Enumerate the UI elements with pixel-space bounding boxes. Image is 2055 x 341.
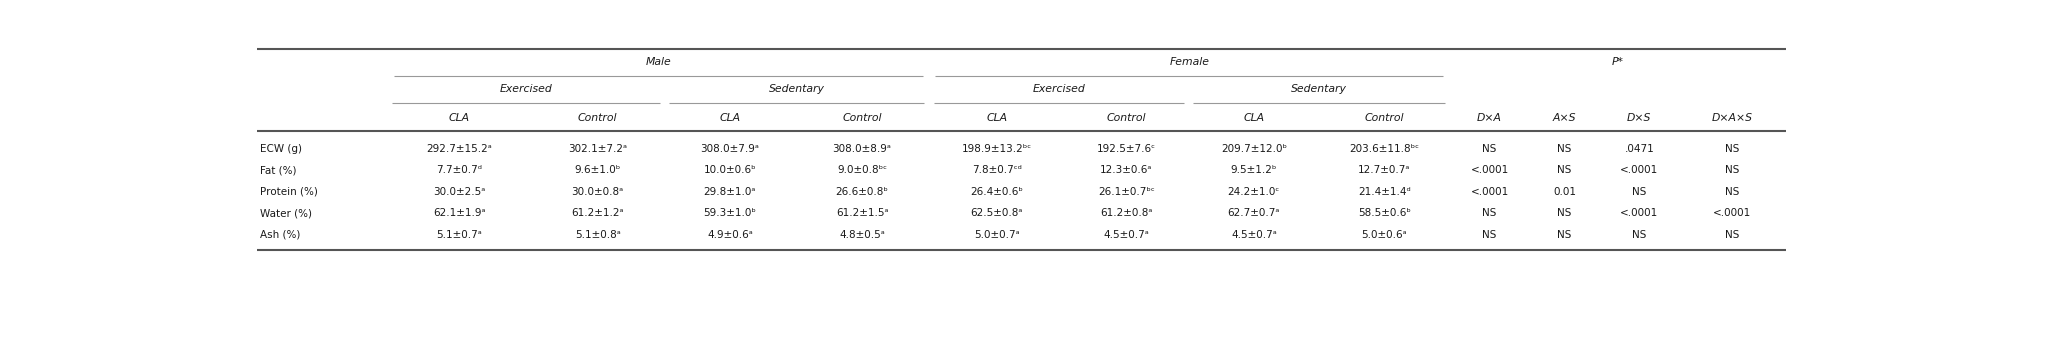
Text: 308.0±8.9ᵃ: 308.0±8.9ᵃ	[832, 144, 892, 154]
Text: 308.0±7.9ᵃ: 308.0±7.9ᵃ	[701, 144, 758, 154]
Text: 5.0±0.7ᵃ: 5.0±0.7ᵃ	[974, 230, 1019, 240]
Text: NS: NS	[1558, 165, 1572, 175]
Text: <.0001: <.0001	[1619, 208, 1658, 218]
Text: Ash (%): Ash (%)	[261, 230, 300, 240]
Text: NS: NS	[1726, 187, 1741, 197]
Text: 4.8±0.5ᵃ: 4.8±0.5ᵃ	[838, 230, 886, 240]
Text: NS: NS	[1632, 187, 1646, 197]
Text: 0.01: 0.01	[1554, 187, 1576, 197]
Text: 61.2±1.2ᵃ: 61.2±1.2ᵃ	[571, 208, 625, 218]
Text: P*: P*	[1611, 58, 1623, 68]
Text: 59.3±1.0ᵇ: 59.3±1.0ᵇ	[703, 208, 756, 218]
Text: 61.2±1.5ᵃ: 61.2±1.5ᵃ	[836, 208, 888, 218]
Text: 10.0±0.6ᵇ: 10.0±0.6ᵇ	[703, 165, 756, 175]
Text: Exercised: Exercised	[1032, 85, 1085, 94]
Text: 209.7±12.0ᵇ: 209.7±12.0ᵇ	[1221, 144, 1286, 154]
Text: 203.6±11.8ᵇᶜ: 203.6±11.8ᵇᶜ	[1350, 144, 1420, 154]
Text: <.0001: <.0001	[1471, 165, 1508, 175]
Text: <.0001: <.0001	[1471, 187, 1508, 197]
Text: 26.6±0.8ᵇ: 26.6±0.8ᵇ	[836, 187, 888, 197]
Text: D×A×S: D×A×S	[1712, 113, 1753, 123]
Text: D×A: D×A	[1478, 113, 1502, 123]
Text: Protein (%): Protein (%)	[261, 187, 319, 197]
Text: Water (%): Water (%)	[261, 208, 312, 218]
Text: 21.4±1.4ᵈ: 21.4±1.4ᵈ	[1358, 187, 1412, 197]
Text: <.0001: <.0001	[1619, 165, 1658, 175]
Text: 9.5±1.2ᵇ: 9.5±1.2ᵇ	[1231, 165, 1276, 175]
Text: D×S: D×S	[1628, 113, 1652, 123]
Text: 198.9±13.2ᵇᶜ: 198.9±13.2ᵇᶜ	[962, 144, 1032, 154]
Text: NS: NS	[1726, 165, 1741, 175]
Text: NS: NS	[1726, 144, 1741, 154]
Text: 4.9±0.6ᵃ: 4.9±0.6ᵃ	[707, 230, 752, 240]
Text: NS: NS	[1558, 144, 1572, 154]
Text: <.0001: <.0001	[1714, 208, 1751, 218]
Text: A×S: A×S	[1554, 113, 1576, 123]
Text: 5.1±0.7ᵃ: 5.1±0.7ᵃ	[436, 230, 483, 240]
Text: Fat (%): Fat (%)	[261, 165, 296, 175]
Text: Sedentary: Sedentary	[769, 85, 824, 94]
Text: 5.1±0.8ᵃ: 5.1±0.8ᵃ	[575, 230, 621, 240]
Text: NS: NS	[1482, 208, 1496, 218]
Text: Sedentary: Sedentary	[1291, 85, 1348, 94]
Text: 5.0±0.6ᵃ: 5.0±0.6ᵃ	[1362, 230, 1408, 240]
Text: NS: NS	[1558, 208, 1572, 218]
Text: CLA: CLA	[719, 113, 740, 123]
Text: Exercised: Exercised	[499, 85, 553, 94]
Text: 292.7±15.2ᵃ: 292.7±15.2ᵃ	[425, 144, 491, 154]
Text: 61.2±0.8ᵃ: 61.2±0.8ᵃ	[1099, 208, 1153, 218]
Text: 7.8±0.7ᶜᵈ: 7.8±0.7ᶜᵈ	[972, 165, 1021, 175]
Text: 26.1±0.7ᵇᶜ: 26.1±0.7ᵇᶜ	[1097, 187, 1155, 197]
Text: 192.5±7.6ᶜ: 192.5±7.6ᶜ	[1097, 144, 1157, 154]
Text: 30.0±0.8ᵃ: 30.0±0.8ᵃ	[571, 187, 625, 197]
Text: 12.3±0.6ᵃ: 12.3±0.6ᵃ	[1099, 165, 1153, 175]
Text: 30.0±2.5ᵃ: 30.0±2.5ᵃ	[434, 187, 485, 197]
Text: CLA: CLA	[986, 113, 1007, 123]
Text: ECW (g): ECW (g)	[261, 144, 302, 154]
Text: 26.4±0.6ᵇ: 26.4±0.6ᵇ	[970, 187, 1023, 197]
Text: NS: NS	[1632, 230, 1646, 240]
Text: 9.6±1.0ᵇ: 9.6±1.0ᵇ	[575, 165, 621, 175]
Text: Female: Female	[1169, 58, 1208, 68]
Text: Control: Control	[1108, 113, 1147, 123]
Text: CLA: CLA	[448, 113, 471, 123]
Text: 12.7±0.7ᵃ: 12.7±0.7ᵃ	[1358, 165, 1410, 175]
Text: 4.5±0.7ᵃ: 4.5±0.7ᵃ	[1104, 230, 1149, 240]
Text: NS: NS	[1482, 144, 1496, 154]
Text: Control: Control	[1365, 113, 1404, 123]
Text: 62.7±0.7ᵃ: 62.7±0.7ᵃ	[1227, 208, 1280, 218]
Text: 4.5±0.7ᵃ: 4.5±0.7ᵃ	[1231, 230, 1276, 240]
Text: 58.5±0.6ᵇ: 58.5±0.6ᵇ	[1358, 208, 1412, 218]
Text: 7.7±0.7ᵈ: 7.7±0.7ᵈ	[436, 165, 483, 175]
Text: NS: NS	[1726, 230, 1741, 240]
Text: Male: Male	[645, 58, 672, 68]
Text: 9.0±0.8ᵇᶜ: 9.0±0.8ᵇᶜ	[836, 165, 888, 175]
Text: CLA: CLA	[1243, 113, 1264, 123]
Text: Control: Control	[577, 113, 616, 123]
Text: 29.8±1.0ᵃ: 29.8±1.0ᵃ	[703, 187, 756, 197]
Text: 62.5±0.8ᵃ: 62.5±0.8ᵃ	[970, 208, 1023, 218]
Text: NS: NS	[1558, 230, 1572, 240]
Text: .0471: .0471	[1623, 144, 1654, 154]
Text: 302.1±7.2ᵃ: 302.1±7.2ᵃ	[567, 144, 627, 154]
Text: 24.2±1.0ᶜ: 24.2±1.0ᶜ	[1227, 187, 1280, 197]
Text: NS: NS	[1482, 230, 1496, 240]
Text: 62.1±1.9ᵃ: 62.1±1.9ᵃ	[434, 208, 485, 218]
Text: Control: Control	[843, 113, 882, 123]
